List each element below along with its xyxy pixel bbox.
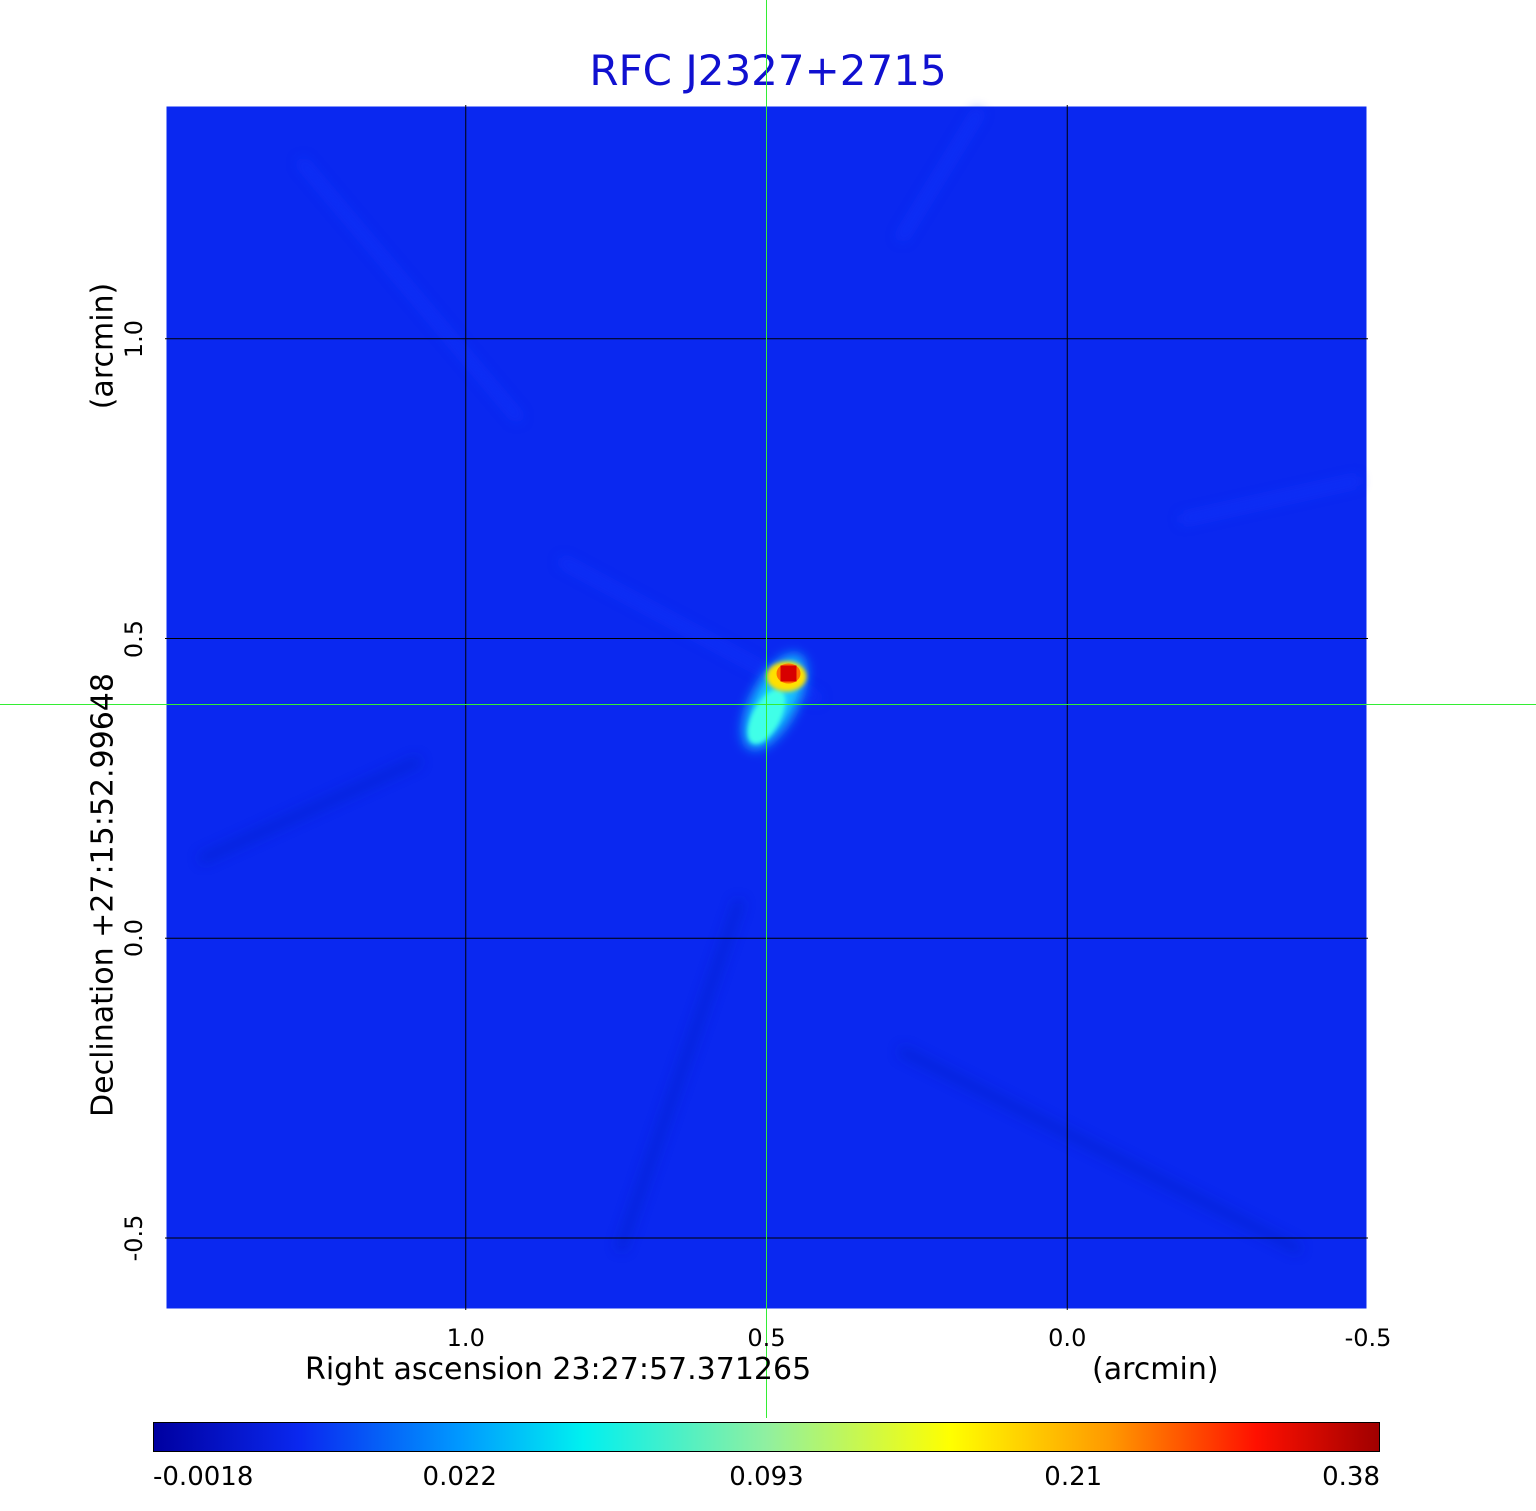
y-axis-label: Declination +27:15:52.99648	[85, 673, 121, 1117]
sidelobe-streak	[895, 107, 985, 243]
colorbar-tick-label: 0.093	[729, 1462, 804, 1492]
y-tick-label: 1.0	[120, 319, 148, 358]
y-tick-label: -0.5	[120, 1214, 148, 1262]
sidelobe-streak	[296, 156, 524, 424]
colorbar	[153, 1422, 1380, 1452]
x-tick-label: 0.5	[747, 1324, 786, 1352]
x-tick-label: 0.0	[1048, 1324, 1087, 1352]
colorbar-tick-label: 0.022	[422, 1462, 497, 1492]
x-tick-label: -0.5	[1344, 1324, 1392, 1352]
sidelobe-streak	[1178, 475, 1362, 525]
colorbar-tick-label: 0.21	[1044, 1462, 1103, 1492]
x-axis-unit: (arcmin)	[1092, 1352, 1219, 1387]
peak-pixel	[780, 665, 797, 682]
y-tick-label: 0.5	[120, 619, 148, 658]
sidelobe-streak	[197, 755, 423, 865]
sidelobe-streak	[897, 1045, 1303, 1255]
y-axis-unit: (arcmin)	[85, 282, 121, 410]
y-tick-label: 0.0	[120, 919, 148, 958]
colorbar-tick-label: 0.38	[1322, 1462, 1380, 1492]
sidelobe-streak	[615, 898, 745, 1252]
colorbar-tick-label: -0.0018	[153, 1462, 254, 1492]
x-axis-label: Right ascension 23:27:57.371265	[305, 1352, 812, 1387]
chart-title: RFC J2327+2715	[589, 46, 947, 95]
x-tick-label: 1.0	[446, 1324, 485, 1352]
